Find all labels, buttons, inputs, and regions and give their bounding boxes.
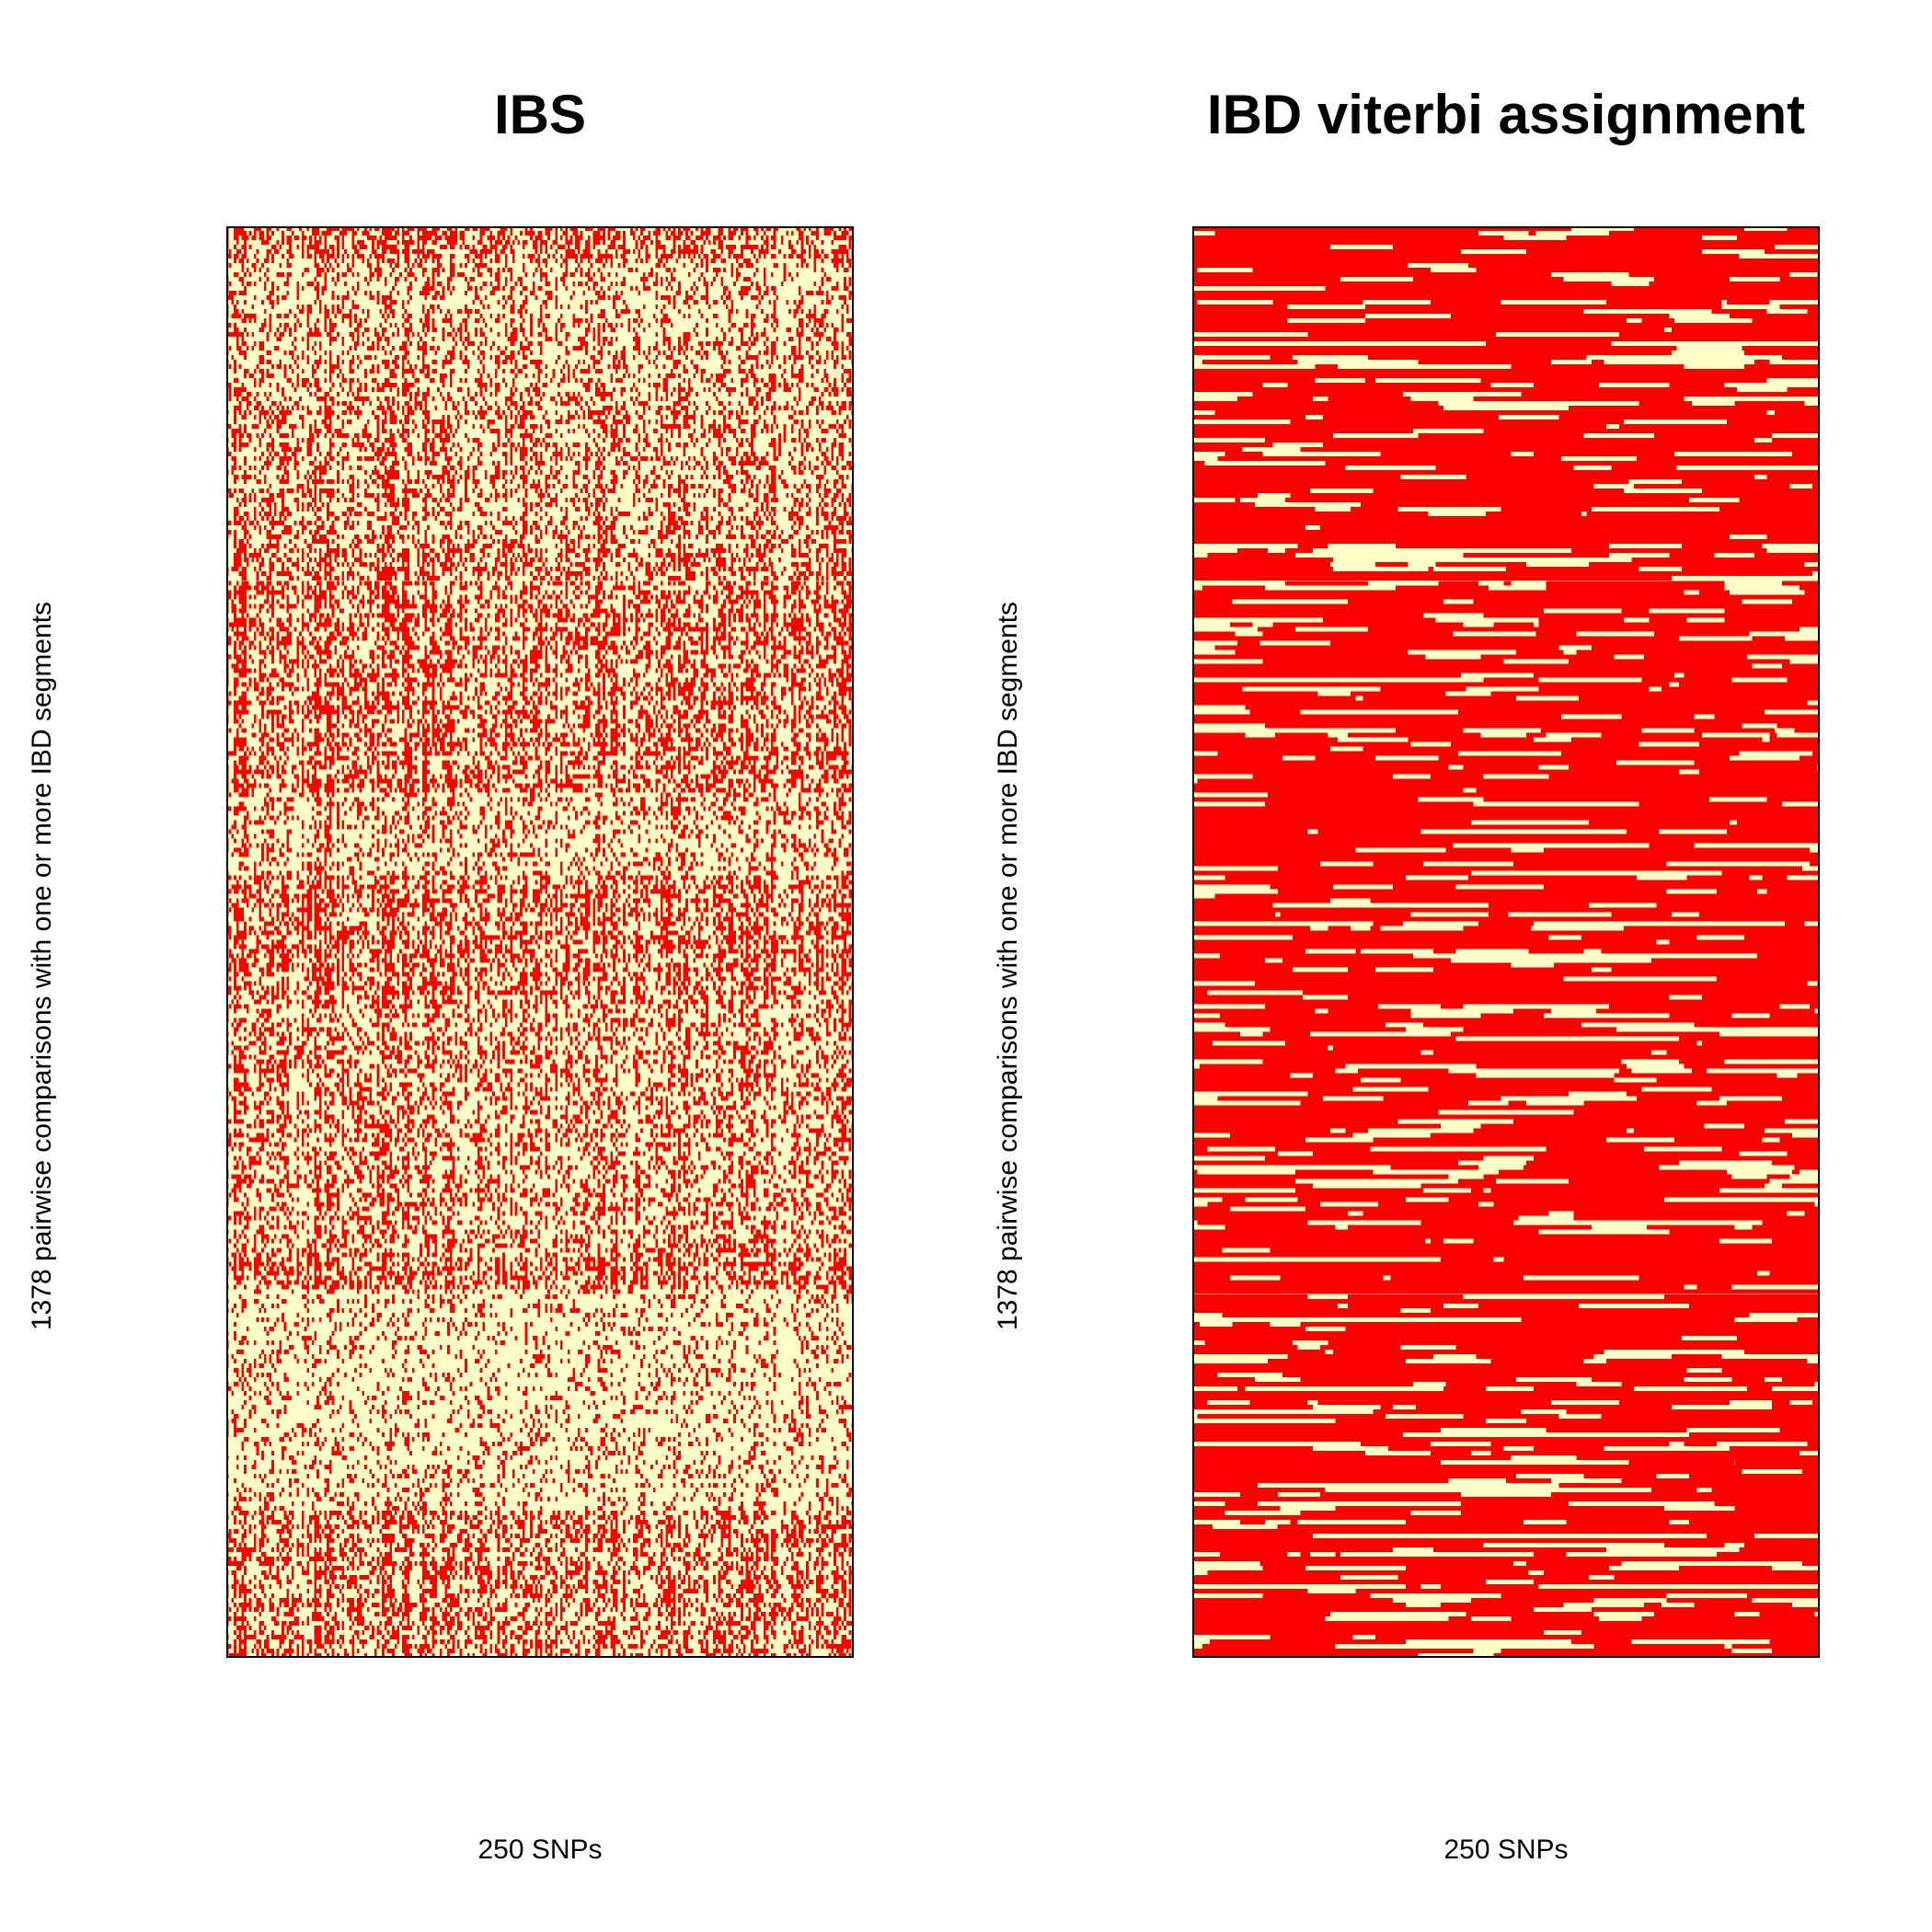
y-axis-label: 1378 pairwise comparisons with one or mo… — [27, 601, 57, 1331]
x-axis-label: 250 SNPs — [1443, 1834, 1569, 1865]
ibs-panel: IBS 1378 pairwise comparisons with one o… — [27, 84, 854, 1865]
plot-frame — [1192, 226, 1820, 1658]
heatmap-cells — [1192, 226, 1820, 1658]
y-axis-label: 1378 pairwise comparisons with one or mo… — [993, 601, 1023, 1331]
heatmap-cells — [226, 226, 854, 1658]
chart-title: IBS — [493, 84, 587, 145]
ibd-panel: IBD viterbi assignment 1378 pairwise com… — [966, 0, 1932, 1932]
ibs-heatmap — [226, 226, 854, 1658]
ibd-heatmap — [1192, 226, 1820, 1658]
heatmap-plot-area — [1192, 226, 1820, 1658]
chart-title: IBD viterbi assignment — [1206, 84, 1806, 145]
heatmap-high-cells — [1192, 226, 1820, 1658]
plot-frame — [226, 226, 854, 1658]
heatmap-plot-area — [226, 226, 854, 1658]
heatmap-high-cells — [226, 226, 854, 1658]
x-axis-label: 250 SNPs — [477, 1834, 603, 1865]
